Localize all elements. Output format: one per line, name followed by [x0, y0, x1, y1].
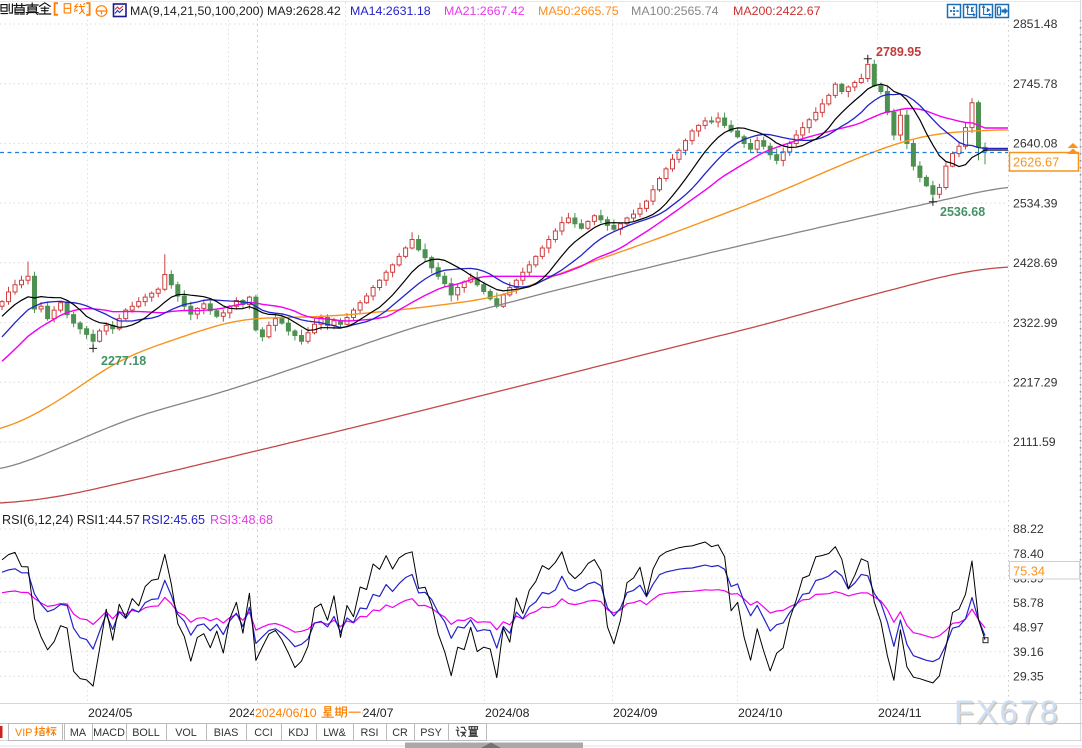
svg-text:2428.69: 2428.69: [1013, 256, 1058, 270]
svg-text:MA: MA: [70, 727, 87, 739]
svg-text:2024/05: 2024/05: [88, 706, 133, 720]
svg-text:2024/08: 2024/08: [485, 706, 530, 720]
svg-text:MACD: MACD: [93, 727, 125, 739]
svg-text:FX678: FX678: [954, 694, 1060, 730]
svg-text:MA9:2628.42: MA9:2628.42: [267, 4, 341, 18]
svg-text:29.35: 29.35: [1013, 670, 1044, 684]
svg-text:39.16: 39.16: [1013, 645, 1044, 659]
svg-text:2024/10: 2024/10: [738, 706, 783, 720]
svg-text:VOL: VOL: [175, 727, 197, 739]
svg-text:RSI3:48.68: RSI3:48.68: [210, 513, 273, 527]
svg-text:MA50:2665.75: MA50:2665.75: [538, 4, 619, 18]
svg-text:2217.29: 2217.29: [1013, 376, 1058, 390]
svg-text:MA200:2422.67: MA200:2422.67: [733, 4, 821, 18]
svg-text:2536.68: 2536.68: [940, 205, 985, 219]
svg-text:2024/06/10: 2024/06/10: [255, 706, 317, 720]
svg-text:VIP: VIP: [15, 727, 32, 739]
svg-text:2640.08: 2640.08: [1013, 137, 1058, 151]
svg-text:88.22: 88.22: [1013, 522, 1044, 536]
svg-text:RSI2:45.65: RSI2:45.65: [142, 513, 205, 527]
svg-text:2534.39: 2534.39: [1013, 196, 1058, 210]
svg-text:BIAS: BIAS: [214, 727, 239, 739]
svg-text:MA100:2565.74: MA100:2565.74: [631, 4, 719, 18]
svg-text:2851.48: 2851.48: [1013, 17, 1058, 31]
svg-text:RSI(6,12,24) RSI1:44.57: RSI(6,12,24) RSI1:44.57: [2, 513, 140, 527]
svg-text:2277.18: 2277.18: [101, 354, 146, 368]
svg-text:58.78: 58.78: [1013, 596, 1044, 610]
svg-text:LW&: LW&: [323, 727, 346, 739]
svg-text:MA(9,14,21,50,100,200): MA(9,14,21,50,100,200): [130, 4, 264, 18]
svg-text:2024/11: 2024/11: [878, 706, 922, 720]
svg-text:FX678: FX678: [956, 696, 1062, 732]
svg-text:2322.99: 2322.99: [1013, 316, 1058, 330]
svg-text:PSY: PSY: [420, 727, 442, 739]
svg-text:MA14:2631.18: MA14:2631.18: [350, 4, 431, 18]
svg-text:78.40: 78.40: [1013, 547, 1044, 561]
svg-text:2111.59: 2111.59: [1013, 435, 1056, 449]
svg-text:2789.95: 2789.95: [876, 45, 921, 59]
svg-text:2745.78: 2745.78: [1013, 77, 1058, 91]
svg-text:75.34: 75.34: [1013, 564, 1045, 579]
svg-text:2626.67: 2626.67: [1013, 155, 1059, 170]
svg-text:BOLL: BOLL: [132, 727, 160, 739]
svg-text:48.97: 48.97: [1013, 620, 1044, 634]
svg-text:RSI: RSI: [361, 727, 379, 739]
svg-text:CCI: CCI: [254, 727, 273, 739]
svg-text:2024/09: 2024/09: [613, 706, 658, 720]
svg-text:CR: CR: [392, 727, 408, 739]
svg-text:MA21:2667.42: MA21:2667.42: [444, 4, 525, 18]
svg-text:KDJ: KDJ: [288, 727, 308, 739]
